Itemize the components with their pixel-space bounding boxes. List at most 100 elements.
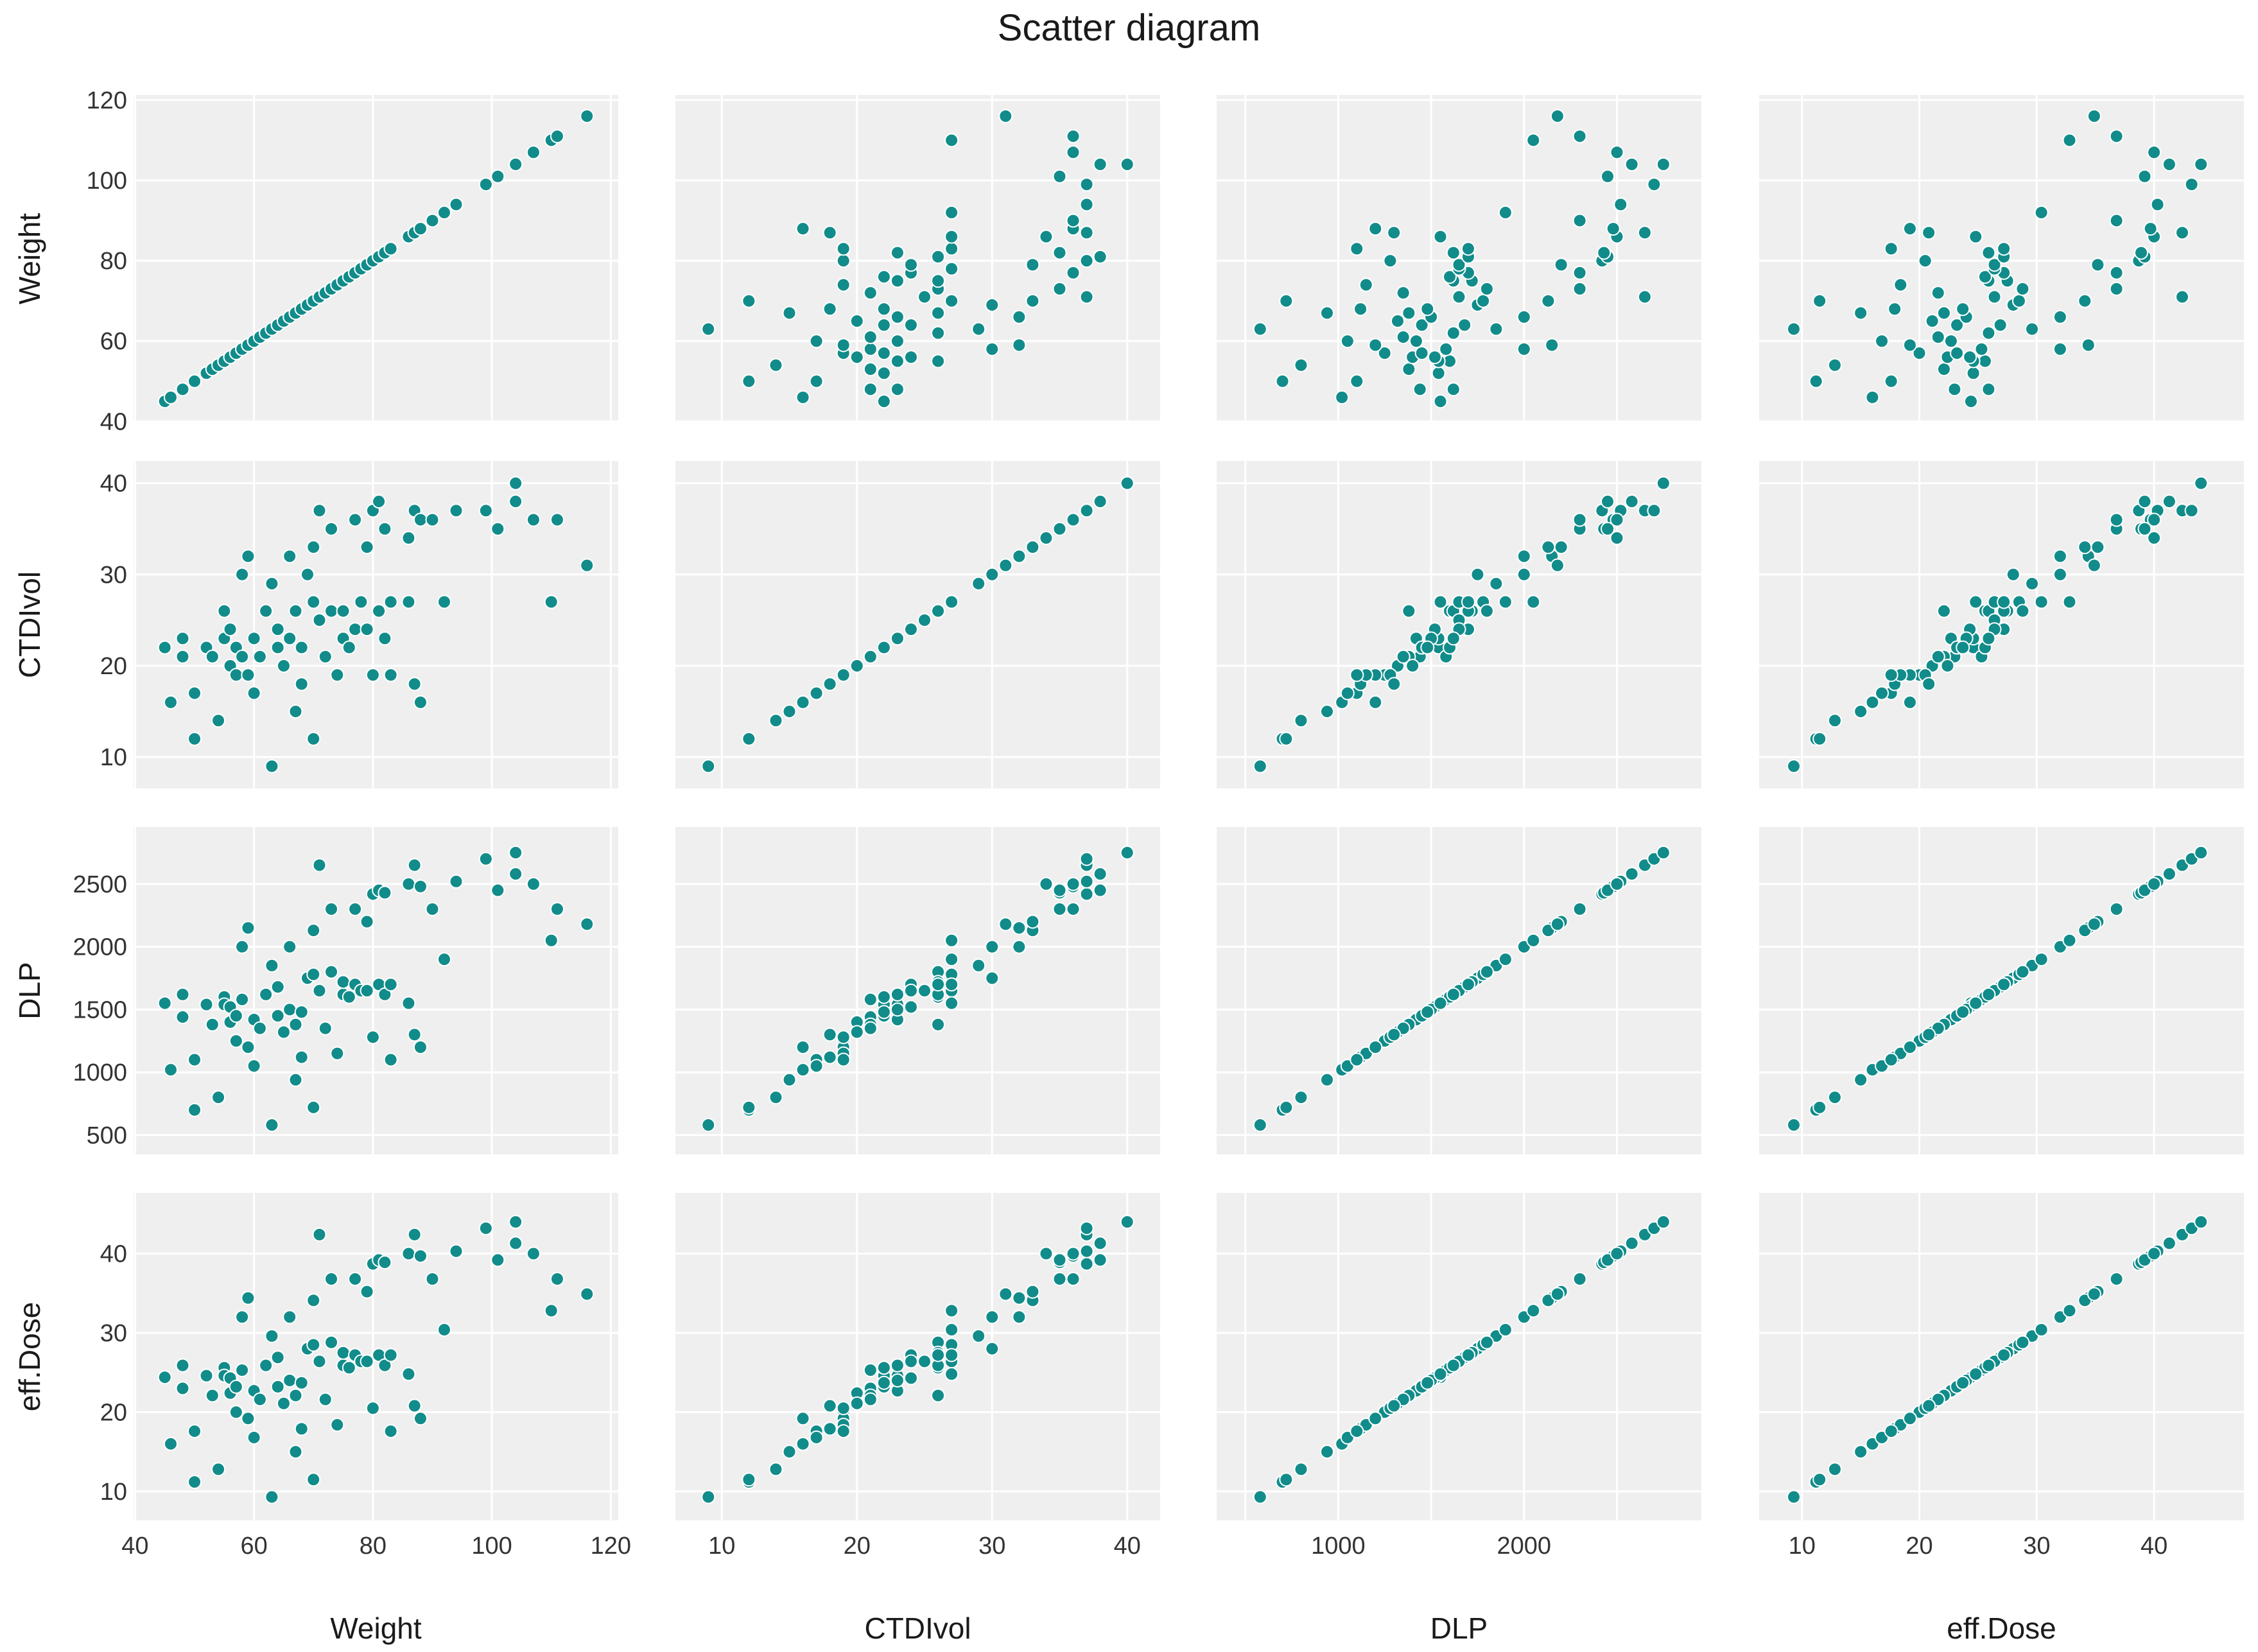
data-point — [1420, 1005, 1435, 1020]
data-point — [1854, 1072, 1868, 1087]
data-point — [2109, 129, 2124, 144]
data-point — [478, 503, 493, 518]
data-point — [1052, 245, 1067, 260]
data-point — [2134, 245, 2149, 260]
data-point — [1922, 225, 1936, 240]
data-point — [903, 1354, 918, 1369]
data-point — [1387, 677, 1402, 691]
data-point — [985, 342, 1000, 356]
data-point — [1498, 595, 1513, 609]
data-point — [890, 354, 905, 369]
data-point — [1350, 668, 1364, 683]
data-point — [1981, 987, 1996, 1002]
data-point — [294, 640, 309, 655]
data-point — [342, 989, 356, 1004]
data-point — [1610, 1246, 1624, 1261]
data-point — [2194, 476, 2209, 491]
data-point — [235, 1362, 250, 1377]
data-point — [2090, 540, 2105, 555]
data-point — [372, 604, 386, 618]
data-point — [1039, 229, 1054, 244]
data-point — [1452, 290, 1466, 304]
data-point — [822, 1422, 837, 1436]
data-point — [1120, 476, 1134, 491]
data-point — [1956, 640, 1970, 655]
data-point — [1433, 394, 1448, 409]
data-point — [336, 604, 351, 618]
data-point — [276, 658, 291, 673]
data-point — [1968, 595, 1983, 609]
data-point — [247, 1059, 261, 1074]
y-tick-label: 100 — [87, 168, 127, 195]
data-point — [1294, 713, 1308, 728]
data-point — [2162, 867, 2176, 882]
data-point — [944, 261, 959, 276]
data-point — [324, 901, 339, 916]
data-point — [917, 290, 932, 304]
data-point — [2109, 1271, 2124, 1286]
data-point — [1526, 933, 1541, 948]
data-point — [365, 1030, 380, 1045]
data-point — [1383, 254, 1398, 268]
data-point — [903, 318, 918, 333]
data-point — [931, 977, 946, 992]
data-point — [822, 302, 837, 317]
data-point — [890, 631, 905, 646]
data-point — [1433, 1367, 1448, 1382]
data-point — [876, 302, 891, 317]
data-point — [1052, 1253, 1067, 1267]
x-axis-label: eff.Dose — [1947, 1612, 2056, 1645]
data-point — [241, 921, 256, 935]
data-point — [1405, 658, 1420, 673]
data-point — [318, 649, 333, 664]
data-point — [1498, 205, 1513, 220]
data-point — [1079, 197, 1094, 212]
data-point — [1786, 1490, 1801, 1504]
data-point — [229, 1034, 243, 1048]
data-point — [1940, 658, 1955, 673]
data-point — [478, 177, 493, 192]
data-point — [876, 1375, 891, 1390]
data-point — [1977, 270, 1992, 284]
data-point — [1554, 257, 1568, 272]
data-point — [478, 851, 493, 866]
data-point — [1461, 1348, 1475, 1362]
data-point — [1253, 1118, 1267, 1133]
data-point — [324, 521, 339, 536]
data-point — [1977, 354, 1992, 369]
y-axis-label: DLP — [13, 962, 46, 1019]
data-point — [2109, 213, 2124, 228]
data-point — [903, 622, 918, 637]
data-point — [1025, 257, 1040, 272]
data-point — [348, 1271, 363, 1286]
data-point — [795, 695, 810, 709]
data-point — [508, 476, 523, 491]
data-point — [1550, 109, 1565, 123]
data-point — [1554, 540, 1568, 555]
data-point — [849, 350, 864, 365]
data-point — [187, 686, 202, 700]
data-point — [1079, 887, 1094, 901]
data-point — [306, 731, 321, 746]
data-point — [2147, 1246, 2162, 1261]
data-point — [1479, 964, 1494, 979]
y-tick-label: 120 — [87, 87, 127, 114]
data-point — [175, 1010, 190, 1025]
data-point — [822, 225, 837, 240]
data-point — [1610, 512, 1624, 527]
data-point — [985, 1310, 1000, 1325]
data-point — [324, 1271, 339, 1286]
data-point — [294, 1050, 309, 1065]
data-point — [917, 613, 932, 627]
data-point — [342, 640, 356, 655]
data-point — [1968, 996, 1983, 1011]
data-point — [1294, 1462, 1308, 1477]
data-point — [282, 631, 297, 646]
data-point — [312, 858, 327, 873]
data-point — [1526, 1303, 1541, 1318]
data-point — [1320, 1072, 1335, 1087]
data-point — [1279, 731, 1294, 746]
y-tick-label: 500 — [87, 1122, 127, 1149]
data-point — [890, 245, 905, 260]
data-point — [1918, 254, 1932, 268]
